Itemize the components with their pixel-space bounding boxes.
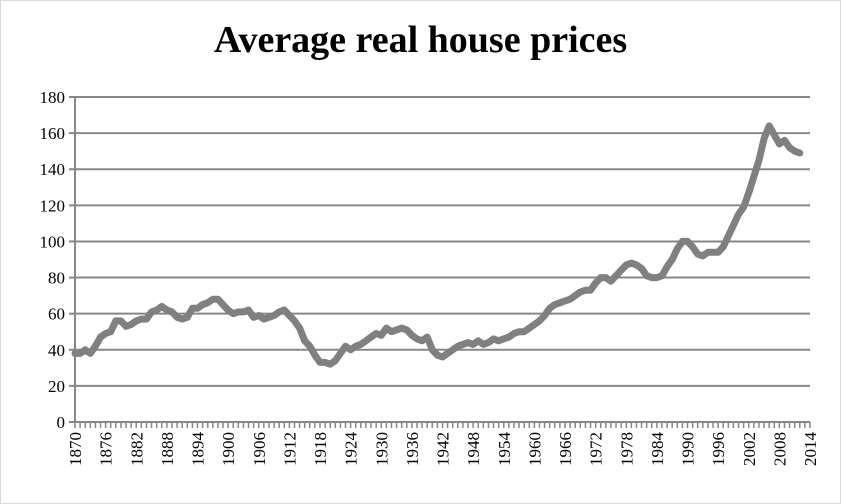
x-tick-label: 1918 xyxy=(311,432,330,466)
x-tick-label: 1960 xyxy=(525,432,544,466)
x-tick-label: 1966 xyxy=(556,432,575,466)
y-tick-label: 0 xyxy=(57,413,66,432)
y-tick-label: 20 xyxy=(48,377,65,396)
x-tick-label: 1948 xyxy=(464,432,483,466)
y-tick-label: 160 xyxy=(40,124,66,143)
y-tick-label: 120 xyxy=(40,196,66,215)
x-tick-label: 1936 xyxy=(403,432,422,466)
x-tick-label: 1900 xyxy=(219,432,238,466)
series-line xyxy=(71,122,804,368)
x-tick-label: 1978 xyxy=(617,432,636,466)
x-tick-label: 1984 xyxy=(648,432,667,467)
x-tick-label: 2002 xyxy=(740,432,759,466)
y-tick-label: 40 xyxy=(48,341,65,360)
x-tick-label: 2014 xyxy=(801,432,820,467)
chart-title: Average real house prices xyxy=(213,19,628,61)
x-tick-label: 1972 xyxy=(587,432,606,466)
x-tick-label: 1924 xyxy=(342,432,361,467)
y-tick-label: 80 xyxy=(48,269,65,288)
x-tick-label: 1870 xyxy=(66,432,85,466)
y-tick-label: 100 xyxy=(40,232,66,251)
x-tick-label: 1954 xyxy=(495,432,514,467)
x-tick-label: 1996 xyxy=(709,432,728,466)
x-tick-label: 1888 xyxy=(158,432,177,466)
x-tick-label: 1930 xyxy=(372,432,391,466)
x-tick-label: 1882 xyxy=(127,432,146,466)
y-tick-label: 180 xyxy=(40,88,66,107)
x-tick-label: 1906 xyxy=(250,432,269,466)
x-tick-label: 1990 xyxy=(679,432,698,466)
x-tick-label: 2008 xyxy=(770,432,789,466)
x-tick-label: 1876 xyxy=(97,432,116,466)
x-tick-label: 1894 xyxy=(189,432,208,467)
y-tick-label: 140 xyxy=(40,160,66,179)
x-tick-label: 1942 xyxy=(434,432,453,466)
x-tick-label: 1912 xyxy=(280,432,299,466)
y-tick-label: 60 xyxy=(48,305,65,324)
